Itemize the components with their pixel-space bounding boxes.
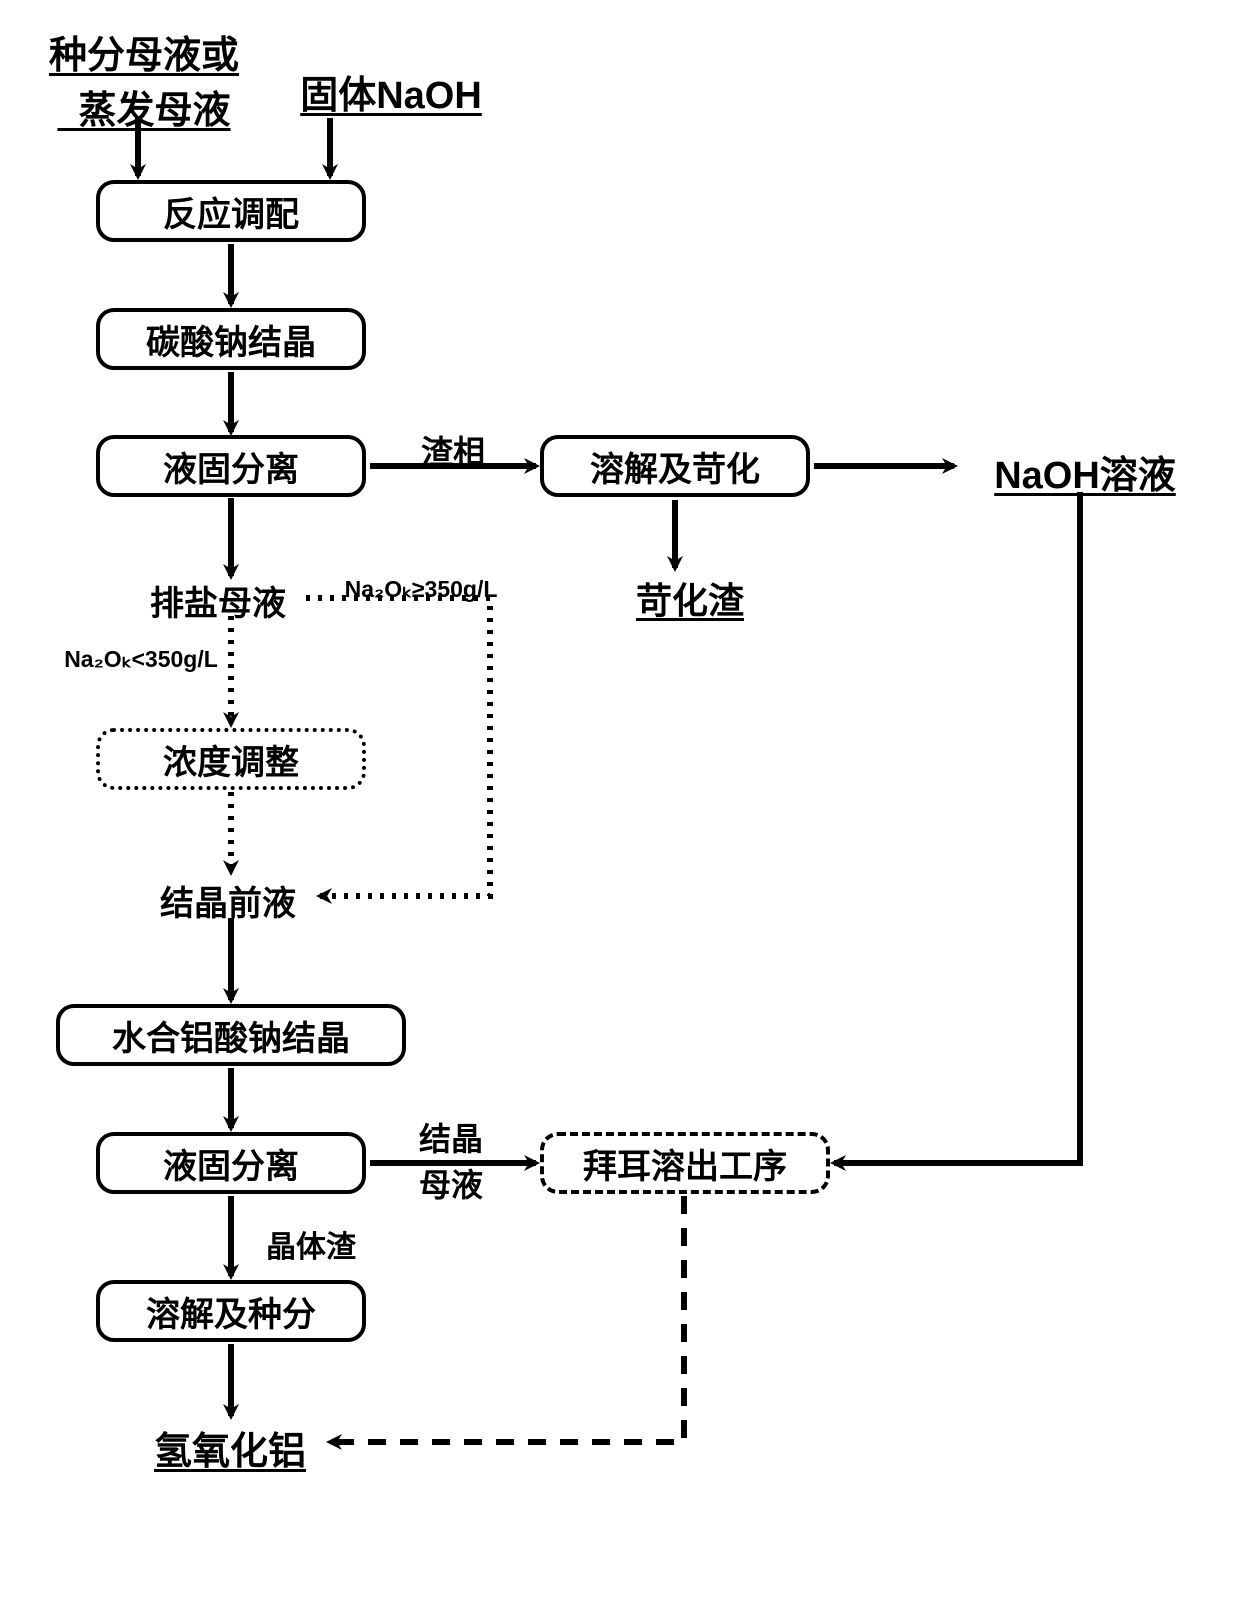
- node-out_aloh3: 氢氧化铝: [130, 1420, 330, 1475]
- node-n7: 液固分离: [96, 1132, 366, 1194]
- node-n8: 拜耳溶出工序: [540, 1132, 830, 1194]
- node-n5: 浓度调整: [96, 728, 366, 790]
- node-n2: 碳酸钠结晶: [96, 308, 366, 370]
- node-n3: 液固分离: [96, 435, 366, 497]
- flowchart-canvas: 种分母液或 蒸发母液固体NaOH 反应调配碳酸钠结晶液固分离 溶解及苛化 NaOH溶液…: [0, 0, 1240, 1616]
- edge: [834, 492, 1080, 1163]
- node-lbl_slag_phase: 渣相: [398, 427, 508, 473]
- node-input_mother: 种分母液或 蒸发母液: [24, 24, 264, 134]
- node-lbl_cond_lo: Na₂Oₖ<350g/L: [26, 646, 256, 673]
- node-out_naoh_sol: NaOH溶液: [960, 444, 1210, 499]
- node-n6: 水合铝酸钠结晶: [56, 1004, 406, 1066]
- node-lbl_precryst: 结晶前液: [138, 876, 318, 925]
- node-lbl_cryst_mother: 结晶 母液: [396, 1114, 506, 1206]
- node-lbl_crystal_slag: 晶体渣: [236, 1222, 386, 1266]
- node-n9: 溶解及种分: [96, 1280, 366, 1342]
- node-lbl_salt_mother: 排盐母液: [128, 576, 308, 625]
- node-n1: 反应调配: [96, 180, 366, 242]
- node-lbl_cond_hi: Na₂Oₖ≥350g/L: [306, 576, 536, 603]
- node-out_causticize: 苛化渣: [610, 572, 770, 624]
- node-input_naoh: 固体NaOH: [286, 64, 496, 119]
- edges-layer: [0, 0, 1240, 1616]
- node-n4: 溶解及苛化: [540, 435, 810, 497]
